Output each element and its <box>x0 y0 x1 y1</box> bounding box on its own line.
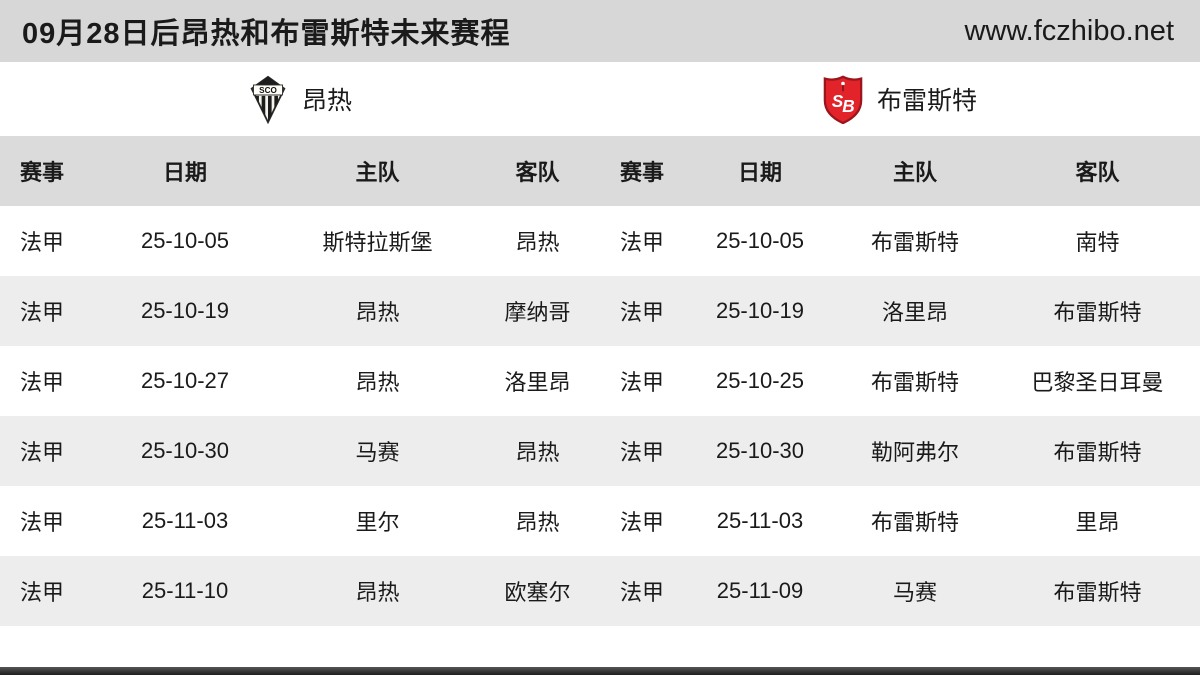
cell-away-team: 南特 <box>1075 230 1120 255</box>
bottom-divider-bar <box>0 667 1200 675</box>
cell-home-team: 昂热 <box>355 370 400 395</box>
col-header-competition: 赛事 <box>20 160 65 185</box>
cell-away-team: 昂热 <box>515 230 560 255</box>
fixture-row: 法甲 25-10-19 昂热 摩纳哥 法甲 25-10-19 洛里昂 布雷斯特 <box>0 276 1200 346</box>
brest-fixture: 法甲 25-10-25 布雷斯特 巴黎圣日耳曼 <box>600 346 1200 416</box>
title-bar: 09月28日后昂热和布雷斯特未来赛程 www.fczhibo.net <box>0 0 1200 62</box>
cell-date: 25-11-10 <box>141 578 229 603</box>
fixture-row: 法甲 25-10-27 昂热 洛里昂 法甲 25-10-25 布雷斯特 巴黎圣日… <box>0 346 1200 416</box>
brest-fixture: 法甲 25-10-30 勒阿弗尔 布雷斯特 <box>600 416 1200 486</box>
cell-date: 25-11-03 <box>716 508 804 533</box>
brest-crest-text-s: S <box>832 90 844 110</box>
angers-fixture: 法甲 25-10-05 斯特拉斯堡 昂热 <box>0 206 600 276</box>
team-angers: SCO 昂热 <box>0 62 600 136</box>
cell-away-team: 布雷斯特 <box>1053 300 1142 325</box>
angers-fixture: 法甲 25-10-27 昂热 洛里昂 <box>0 346 600 416</box>
cell-competition: 法甲 <box>20 580 65 605</box>
cell-date: 25-11-09 <box>716 578 804 603</box>
cell-away-team: 布雷斯特 <box>1053 440 1142 465</box>
fixture-row: 法甲 25-10-30 马赛 昂热 法甲 25-10-30 勒阿弗尔 布雷斯特 <box>0 416 1200 486</box>
cell-away-team: 昂热 <box>515 510 560 535</box>
cell-home-team: 布雷斯特 <box>870 370 959 395</box>
angers-header-half: 赛事 日期 主队 客队 <box>0 136 600 206</box>
cell-competition: 法甲 <box>20 370 65 395</box>
cell-competition: 法甲 <box>20 230 65 255</box>
col-header-competition: 赛事 <box>620 160 665 185</box>
fixture-row: 法甲 25-11-10 昂热 欧塞尔 法甲 25-11-09 马赛 布雷斯特 <box>0 556 1200 626</box>
cell-away-team: 昂热 <box>515 440 560 465</box>
col-header-date: 日期 <box>162 160 207 185</box>
cell-date: 25-10-19 <box>140 298 230 323</box>
cell-away-team: 布雷斯特 <box>1053 580 1142 605</box>
col-header-away: 客队 <box>1075 160 1120 185</box>
cell-away-team: 洛里昂 <box>504 370 571 395</box>
cell-competition: 法甲 <box>620 580 665 605</box>
col-header-home: 主队 <box>892 160 937 185</box>
cell-home-team: 马赛 <box>892 580 937 605</box>
cell-competition: 法甲 <box>620 370 665 395</box>
teams-row: SCO 昂热 S B 布雷斯特 <box>0 62 1200 136</box>
brest-crest-text-b: B <box>842 96 854 116</box>
fixture-row: 法甲 25-11-03 里尔 昂热 法甲 25-11-03 布雷斯特 里昂 <box>0 486 1200 556</box>
cell-away-team: 巴黎圣日耳曼 <box>1031 370 1164 395</box>
cell-competition: 法甲 <box>620 510 665 535</box>
cell-away-team: 欧塞尔 <box>504 580 571 605</box>
cell-date: 25-10-05 <box>715 228 805 253</box>
brest-fixture: 法甲 25-10-05 布雷斯特 南特 <box>600 206 1200 276</box>
cell-home-team: 里尔 <box>355 510 400 535</box>
angers-fixture: 法甲 25-10-30 马赛 昂热 <box>0 416 600 486</box>
brest-fixture: 法甲 25-11-09 马赛 布雷斯特 <box>600 556 1200 626</box>
brest-fixture: 法甲 25-10-19 洛里昂 布雷斯特 <box>600 276 1200 346</box>
page-title: 09月28日后昂热和布雷斯特未来赛程 <box>22 18 511 50</box>
cell-home-team: 布雷斯特 <box>870 230 959 255</box>
bottom-spacer <box>0 626 1200 667</box>
cell-home-team: 斯特拉斯堡 <box>322 230 433 255</box>
cell-competition: 法甲 <box>620 230 665 255</box>
angers-fixture: 法甲 25-10-19 昂热 摩纳哥 <box>0 276 600 346</box>
angers-fixture: 法甲 25-11-10 昂热 欧塞尔 <box>0 556 600 626</box>
team-angers-name: 昂热 <box>301 87 352 115</box>
col-header-home: 主队 <box>355 160 400 185</box>
cell-home-team: 洛里昂 <box>881 300 948 325</box>
angers-crest-text: SCO <box>259 86 277 95</box>
cell-date: 25-10-30 <box>140 438 230 463</box>
team-brest-name: 布雷斯特 <box>876 87 977 115</box>
cell-home-team: 勒阿弗尔 <box>870 440 959 465</box>
cell-home-team: 布雷斯特 <box>870 510 959 535</box>
table-header-row: 赛事 日期 主队 客队 赛事 日期 主队 客队 <box>0 136 1200 206</box>
brest-fixture: 法甲 25-11-03 布雷斯特 里昂 <box>600 486 1200 556</box>
angers-sco-crest-icon: SCO <box>250 75 286 124</box>
cell-date: 25-11-03 <box>141 508 229 533</box>
site-url: www.fczhibo.net <box>964 14 1174 47</box>
cell-competition: 法甲 <box>20 510 65 535</box>
col-header-away: 客队 <box>515 160 560 185</box>
cell-home-team: 昂热 <box>355 300 400 325</box>
cell-competition: 法甲 <box>620 300 665 325</box>
cell-away-team: 摩纳哥 <box>504 300 571 325</box>
cell-date: 25-10-05 <box>140 228 230 253</box>
cell-date: 25-10-30 <box>715 438 805 463</box>
cell-home-team: 马赛 <box>355 440 400 465</box>
angers-fixture: 法甲 25-11-03 里尔 昂热 <box>0 486 600 556</box>
cell-competition: 法甲 <box>20 300 65 325</box>
team-brest: S B 布雷斯特 <box>600 62 1200 136</box>
cell-date: 25-10-25 <box>715 368 805 393</box>
cell-competition: 法甲 <box>20 440 65 465</box>
col-header-date: 日期 <box>737 160 782 185</box>
brest-crest-icon: S B <box>823 75 863 124</box>
fixture-row: 法甲 25-10-05 斯特拉斯堡 昂热 法甲 25-10-05 布雷斯特 南特 <box>0 206 1200 276</box>
cell-away-team: 里昂 <box>1075 510 1120 535</box>
cell-home-team: 昂热 <box>355 580 400 605</box>
cell-date: 25-10-19 <box>715 298 805 323</box>
brest-header-half: 赛事 日期 主队 客队 <box>600 136 1200 206</box>
cell-date: 25-10-27 <box>140 368 230 393</box>
cell-competition: 法甲 <box>620 440 665 465</box>
